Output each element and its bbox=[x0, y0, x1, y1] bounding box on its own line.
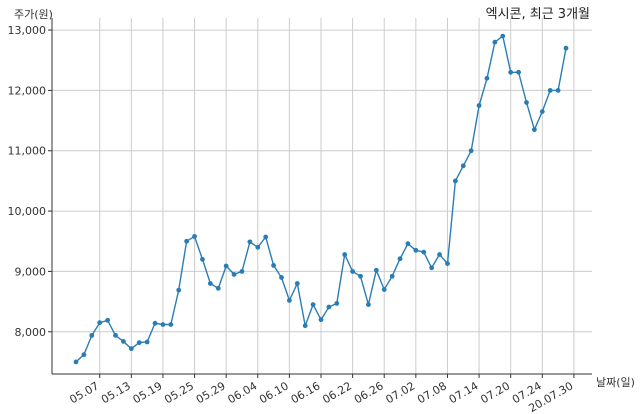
data-point bbox=[373, 267, 379, 273]
y-tick-labels: 8,000 9,000 10,000 11,000 12,000 13,000 bbox=[8, 24, 52, 339]
data-point bbox=[445, 261, 450, 266]
x-tick-label: 07.08 bbox=[415, 379, 449, 406]
x-tick-label: 05.13 bbox=[99, 379, 133, 406]
y-tick-label: 8,000 bbox=[15, 326, 47, 339]
data-point bbox=[310, 302, 316, 308]
x-tick-label: 06.16 bbox=[289, 379, 323, 406]
data-point bbox=[500, 33, 506, 39]
data-point bbox=[105, 317, 111, 323]
data-point bbox=[460, 163, 466, 169]
data-point bbox=[255, 244, 261, 250]
y-tick-label: 10,000 bbox=[8, 205, 47, 218]
data-point bbox=[358, 273, 363, 279]
data-point bbox=[207, 281, 213, 286]
data-point bbox=[563, 45, 569, 51]
data-point bbox=[239, 269, 245, 274]
x-tick-label: 05.25 bbox=[162, 379, 196, 406]
data-point bbox=[405, 241, 411, 247]
data-point bbox=[113, 332, 118, 338]
data-point bbox=[231, 272, 237, 277]
data-point bbox=[508, 69, 514, 75]
y-axis-title: 주가(원) bbox=[14, 8, 53, 21]
data-point bbox=[136, 340, 142, 346]
x-tick-label: 06.04 bbox=[225, 379, 259, 406]
data-point bbox=[176, 287, 182, 293]
data-point bbox=[294, 281, 300, 286]
y-tick-label: 13,000 bbox=[8, 24, 47, 37]
data-point bbox=[381, 287, 387, 292]
x-axis-title: 날짜(일) bbox=[596, 375, 635, 389]
data-point bbox=[160, 322, 166, 327]
data-point bbox=[516, 69, 521, 75]
data-point bbox=[429, 265, 435, 271]
y-tick-label: 11,000 bbox=[8, 145, 47, 158]
data-point bbox=[89, 332, 95, 338]
data-point bbox=[437, 252, 442, 257]
data-point bbox=[389, 273, 395, 279]
data-point bbox=[484, 75, 490, 81]
data-point bbox=[421, 249, 427, 255]
x-tick-label: 05.29 bbox=[194, 379, 228, 406]
x-tick-label: 07.20 bbox=[478, 379, 512, 406]
x-tick-label: 06.10 bbox=[257, 379, 291, 406]
x-tick-label: 05.07 bbox=[67, 379, 101, 406]
data-point bbox=[531, 127, 537, 133]
data-point bbox=[192, 234, 197, 239]
data-point bbox=[168, 322, 174, 327]
data-point bbox=[547, 88, 553, 93]
x-tick-label: 06.22 bbox=[320, 379, 354, 406]
data-point bbox=[271, 262, 276, 268]
data-point bbox=[334, 301, 340, 306]
data-point bbox=[468, 148, 474, 154]
data-point bbox=[263, 234, 269, 240]
data-point bbox=[492, 39, 498, 45]
data-point bbox=[247, 239, 253, 245]
chart-title: 엑시콘, 최근 3개월 bbox=[486, 7, 590, 22]
data-point bbox=[524, 100, 529, 105]
price-series bbox=[73, 33, 569, 365]
data-point bbox=[413, 247, 419, 253]
y-tick-label: 9,000 bbox=[15, 265, 47, 278]
x-tick-labels: 05.0705.1305.1905.2505.2906.0406.1006.16… bbox=[67, 374, 575, 414]
data-point bbox=[476, 103, 482, 108]
data-point bbox=[81, 352, 87, 358]
data-point bbox=[97, 320, 103, 326]
data-point bbox=[184, 238, 190, 244]
x-tick-label: 07.02 bbox=[384, 379, 418, 406]
data-point bbox=[318, 317, 324, 323]
data-point bbox=[286, 297, 292, 303]
data-point bbox=[200, 256, 205, 262]
data-point bbox=[366, 302, 371, 308]
data-point bbox=[452, 178, 458, 184]
y-tick-label: 12,000 bbox=[8, 84, 47, 97]
data-point bbox=[279, 275, 284, 280]
data-point bbox=[342, 252, 348, 257]
data-point bbox=[144, 339, 150, 345]
data-point bbox=[539, 109, 545, 114]
data-point bbox=[121, 339, 126, 344]
data-point bbox=[215, 285, 221, 291]
data-point bbox=[152, 320, 158, 326]
x-tick-label: 05.19 bbox=[131, 379, 165, 406]
x-tick-label: 07.14 bbox=[447, 379, 481, 406]
data-point bbox=[350, 269, 356, 274]
x-tick-label: 06.26 bbox=[352, 379, 386, 406]
chart-grid bbox=[52, 18, 592, 374]
data-point bbox=[555, 88, 561, 93]
data-point bbox=[128, 346, 134, 352]
data-point bbox=[326, 304, 332, 310]
data-point bbox=[73, 359, 79, 365]
data-point bbox=[397, 256, 403, 262]
data-point bbox=[302, 323, 308, 329]
data-point bbox=[223, 263, 229, 269]
